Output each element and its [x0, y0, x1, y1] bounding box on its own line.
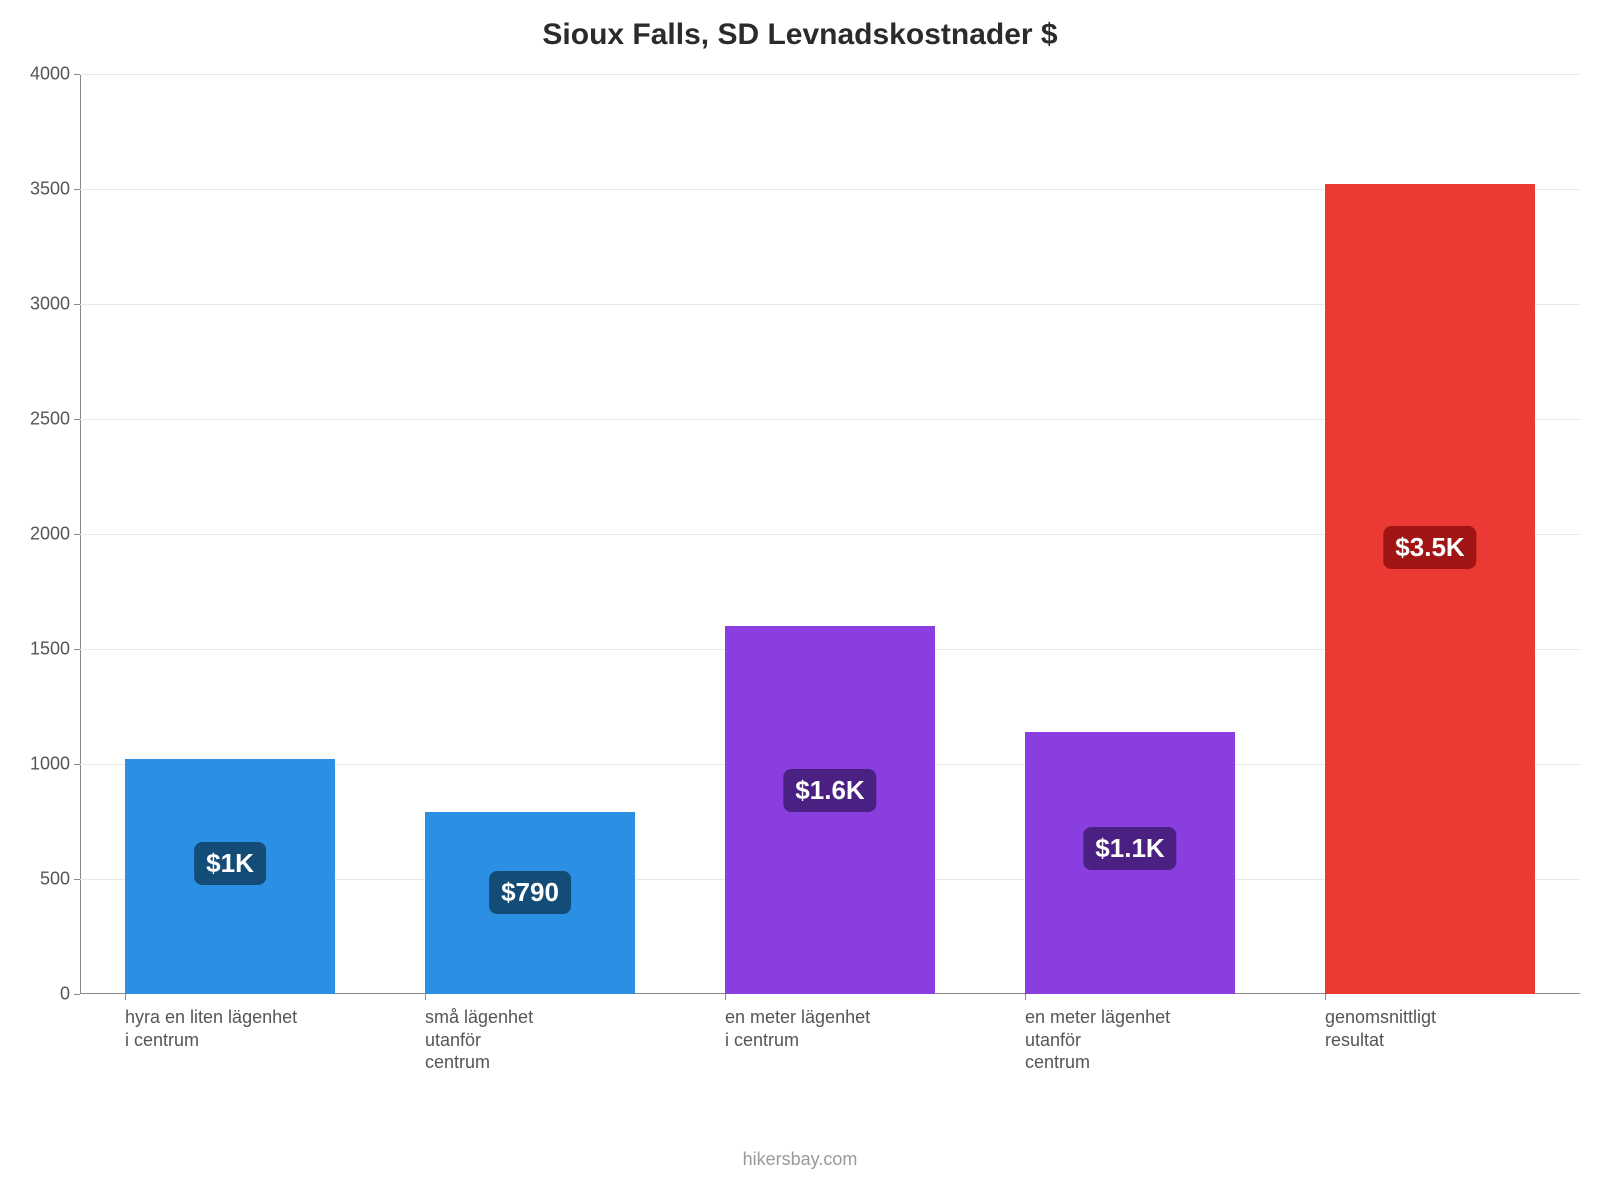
value-badge: $1K: [194, 842, 266, 885]
x-tick-label: en meter lägenhet utanför centrum: [1025, 994, 1170, 1074]
x-tick-label: en meter lägenhet i centrum: [725, 994, 870, 1051]
y-tick-label: 0: [60, 984, 80, 1005]
value-badge: $1.1K: [1083, 827, 1176, 870]
y-tick-label: 3000: [30, 294, 80, 315]
x-tick-label: genomsnittligt resultat: [1325, 994, 1436, 1051]
chart-container: Sioux Falls, SD Levnadskostnader $ 05001…: [0, 0, 1600, 1200]
chart-title: Sioux Falls, SD Levnadskostnader $: [0, 18, 1600, 52]
y-tick-label: 2000: [30, 524, 80, 545]
y-tick-label: 4000: [30, 64, 80, 85]
value-badge: $790: [489, 871, 571, 914]
plot-area: 05001000150020002500300035004000$1Khyra …: [80, 74, 1580, 994]
y-tick-label: 1500: [30, 639, 80, 660]
value-badge: $1.6K: [783, 769, 876, 812]
x-tick-label: hyra en liten lägenhet i centrum: [125, 994, 297, 1051]
y-tick-label: 2500: [30, 409, 80, 430]
y-tick-label: 1000: [30, 754, 80, 775]
gridline: [80, 74, 1580, 75]
y-tick-label: 500: [40, 869, 80, 890]
value-badge: $3.5K: [1383, 526, 1476, 569]
bar: [1325, 184, 1535, 994]
y-tick-label: 3500: [30, 179, 80, 200]
x-tick-label: små lägenhet utanför centrum: [425, 994, 533, 1074]
footer-attribution: hikersbay.com: [0, 1149, 1600, 1170]
